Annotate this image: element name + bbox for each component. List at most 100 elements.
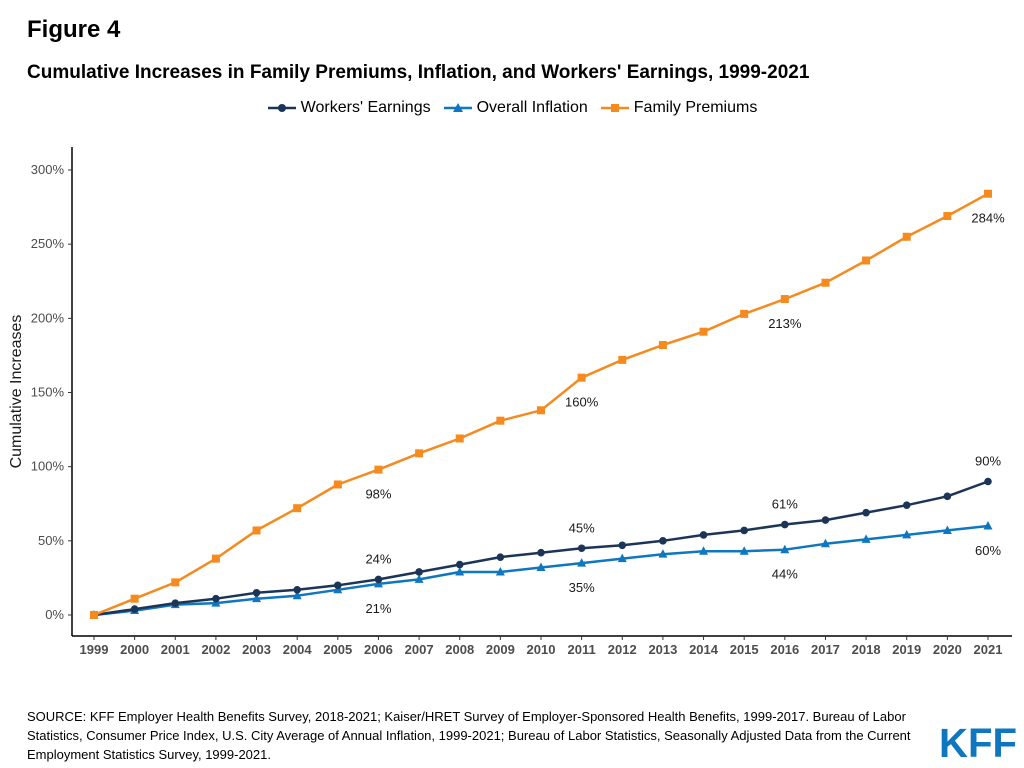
point-family-premiums: [577, 373, 586, 382]
point-family-premiums: [374, 465, 383, 474]
point-family-premiums: [943, 211, 952, 220]
point-workers-earnings: [537, 548, 545, 557]
point-overall-inflation: [577, 558, 587, 567]
point-workers-earnings: [374, 575, 383, 584]
y-tick-label: 250%: [31, 236, 65, 251]
point-family-premiums: [171, 578, 180, 587]
point-overall-inflation: [617, 553, 627, 563]
x-tick-label: 2008: [445, 642, 474, 657]
point-workers-earnings: [455, 560, 464, 569]
kff-logo: KFF: [939, 722, 1017, 762]
point-family-premiums: [780, 295, 789, 304]
point-family-premiums: [455, 434, 464, 443]
point-workers-earnings: [171, 599, 180, 607]
x-tick-label: 1999: [80, 642, 109, 657]
point-family-premiums: [658, 341, 667, 350]
point-workers-earnings: [334, 581, 342, 590]
point-family-premiums: [537, 406, 545, 415]
point-family-premiums: [333, 480, 342, 489]
point-overall-inflation: [861, 534, 871, 543]
x-tick-label: 2012: [608, 642, 637, 657]
point-overall-inflation: [699, 546, 709, 555]
point-overall-inflation: [983, 521, 993, 530]
point-workers-earnings: [252, 588, 261, 597]
point-workers-earnings: [984, 477, 992, 486]
chart-legend: Workers' Earnings Overall Inflation Fami…: [0, 99, 1024, 117]
y-axis-title: Cumulative Increases: [8, 315, 25, 469]
data-label: 90%: [975, 454, 1001, 469]
point-family-premiums: [699, 327, 708, 336]
legend-label-workers-earnings: Workers' Earnings: [300, 99, 431, 116]
point-family-premiums: [90, 611, 98, 619]
x-tick-label: 2010: [527, 642, 556, 657]
x-tick-label: 2003: [242, 642, 271, 657]
line-chart: 0% 50% 100% 150% 200% 250% 300% 1999 2000 2001 200…: [8, 147, 1012, 657]
y-tick-label: 150%: [31, 385, 65, 400]
data-label: 45%: [569, 520, 595, 535]
data-label: 35%: [569, 580, 595, 595]
point-family-premiums: [821, 278, 830, 287]
x-tick-label: 2020: [933, 642, 962, 657]
point-overall-inflation: [942, 525, 952, 534]
x-tick-label: 2019: [892, 642, 921, 657]
point-workers-earnings: [618, 541, 627, 550]
point-overall-inflation: [536, 562, 546, 572]
data-label: 98%: [365, 487, 391, 502]
point-workers-earnings: [659, 537, 667, 545]
point-overall-inflation: [414, 574, 424, 583]
y-tick-label: 50%: [38, 533, 64, 548]
y-tick-label: 300%: [31, 162, 65, 177]
point-overall-inflation: [780, 544, 790, 554]
point-workers-earnings: [496, 553, 505, 561]
point-overall-inflation: [455, 566, 465, 576]
point-workers-earnings: [862, 508, 870, 517]
x-tick-label: 2013: [648, 642, 677, 657]
x-tick-label: 2000: [120, 642, 149, 657]
x-tick-label: 2016: [770, 642, 799, 657]
y-tick-label: 0%: [45, 607, 64, 622]
point-workers-earnings: [943, 492, 952, 501]
data-label: 44%: [772, 567, 798, 582]
data-label: 213%: [768, 316, 802, 331]
x-tick-label: 2017: [811, 642, 840, 657]
point-workers-earnings: [781, 520, 789, 529]
point-workers-earnings: [130, 605, 139, 613]
chart-title: Cumulative Increases in Family Premiums,…: [27, 62, 810, 83]
point-family-premiums: [293, 504, 302, 513]
x-tick-label: 2015: [730, 642, 759, 657]
point-family-premiums: [130, 594, 139, 603]
legend-item-family-premiums: Family Premiums: [600, 99, 757, 117]
x-tick-label: 2021: [974, 642, 1003, 657]
point-family-premiums: [862, 256, 871, 265]
data-label: 60%: [975, 543, 1001, 558]
source-note: SOURCE: KFF Employer Health Benefits Sur…: [27, 709, 911, 762]
legend-swatch-family-premiums: [600, 104, 629, 112]
point-family-premiums: [415, 449, 424, 458]
point-family-premiums: [618, 355, 627, 364]
point-workers-earnings: [821, 516, 830, 524]
point-family-premiums: [984, 189, 992, 198]
point-overall-inflation: [252, 593, 262, 603]
point-overall-inflation: [495, 566, 505, 576]
figure-label: Figure 4: [27, 16, 121, 43]
data-label: 160%: [565, 395, 599, 410]
point-overall-inflation: [739, 546, 749, 555]
x-tick-label: 2011: [568, 642, 596, 657]
x-tick-label: 2006: [364, 642, 393, 657]
point-overall-inflation: [292, 590, 302, 600]
point-family-premiums: [496, 416, 505, 425]
legend-swatch-workers-earnings: [267, 104, 296, 112]
x-tick-label: 2001: [161, 642, 190, 657]
point-family-premiums: [211, 554, 220, 563]
data-label: 21%: [365, 601, 391, 616]
point-workers-earnings: [577, 544, 586, 553]
point-workers-earnings: [293, 585, 301, 594]
x-tick-label: 2002: [201, 642, 230, 657]
point-workers-earnings: [212, 594, 220, 603]
point-family-premiums: [902, 232, 911, 241]
point-overall-inflation: [820, 538, 830, 548]
data-label: 284%: [971, 211, 1005, 226]
point-family-premiums: [252, 526, 261, 535]
series-line-workers-earnings: [93, 480, 989, 617]
legend-swatch-overall-inflation: [443, 103, 472, 112]
